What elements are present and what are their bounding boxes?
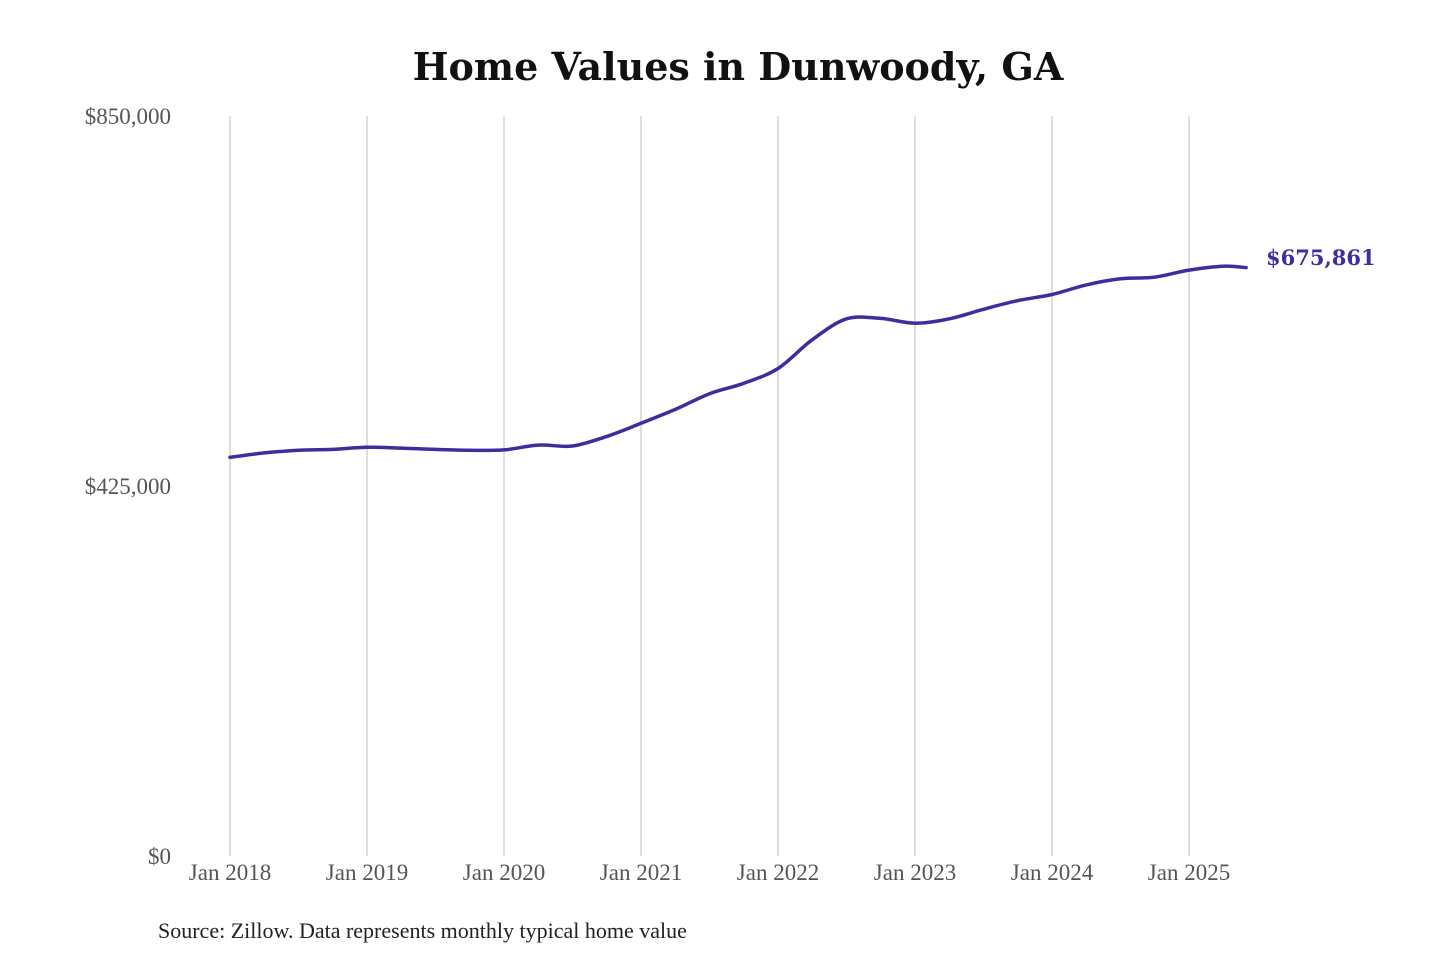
chart-title: Home Values in Dunwoody, GA bbox=[413, 44, 1064, 89]
x-tick-label: Jan 2022 bbox=[737, 860, 819, 885]
x-tick-label: Jan 2025 bbox=[1148, 860, 1230, 885]
x-tick-label: Jan 2021 bbox=[600, 860, 682, 885]
x-tick-label: Jan 2023 bbox=[874, 860, 956, 885]
series-line-0 bbox=[228, 264, 1248, 460]
y-tick-label: $425,000 bbox=[85, 474, 171, 499]
x-tick-label: Jan 2024 bbox=[1011, 860, 1094, 885]
x-tick-label: Jan 2019 bbox=[326, 860, 408, 885]
x-axis: Jan 2018 Jan 2019 Jan 2020 Jan 2021 Jan 2022… bbox=[189, 860, 1230, 885]
series-layer bbox=[228, 264, 1248, 460]
end-value-label: $675,861 bbox=[1266, 245, 1376, 270]
y-tick-label: $850,000 bbox=[85, 104, 171, 129]
x-tick-label: Jan 2020 bbox=[463, 860, 545, 885]
y-tick-label: $0 bbox=[148, 844, 171, 869]
y-axis: $0 $425,000 $850,000 bbox=[85, 104, 171, 869]
grid-layer bbox=[229, 116, 1190, 856]
x-tick-label: Jan 2018 bbox=[189, 860, 271, 885]
source-note: Source: Zillow. Data represents monthly … bbox=[158, 918, 687, 943]
